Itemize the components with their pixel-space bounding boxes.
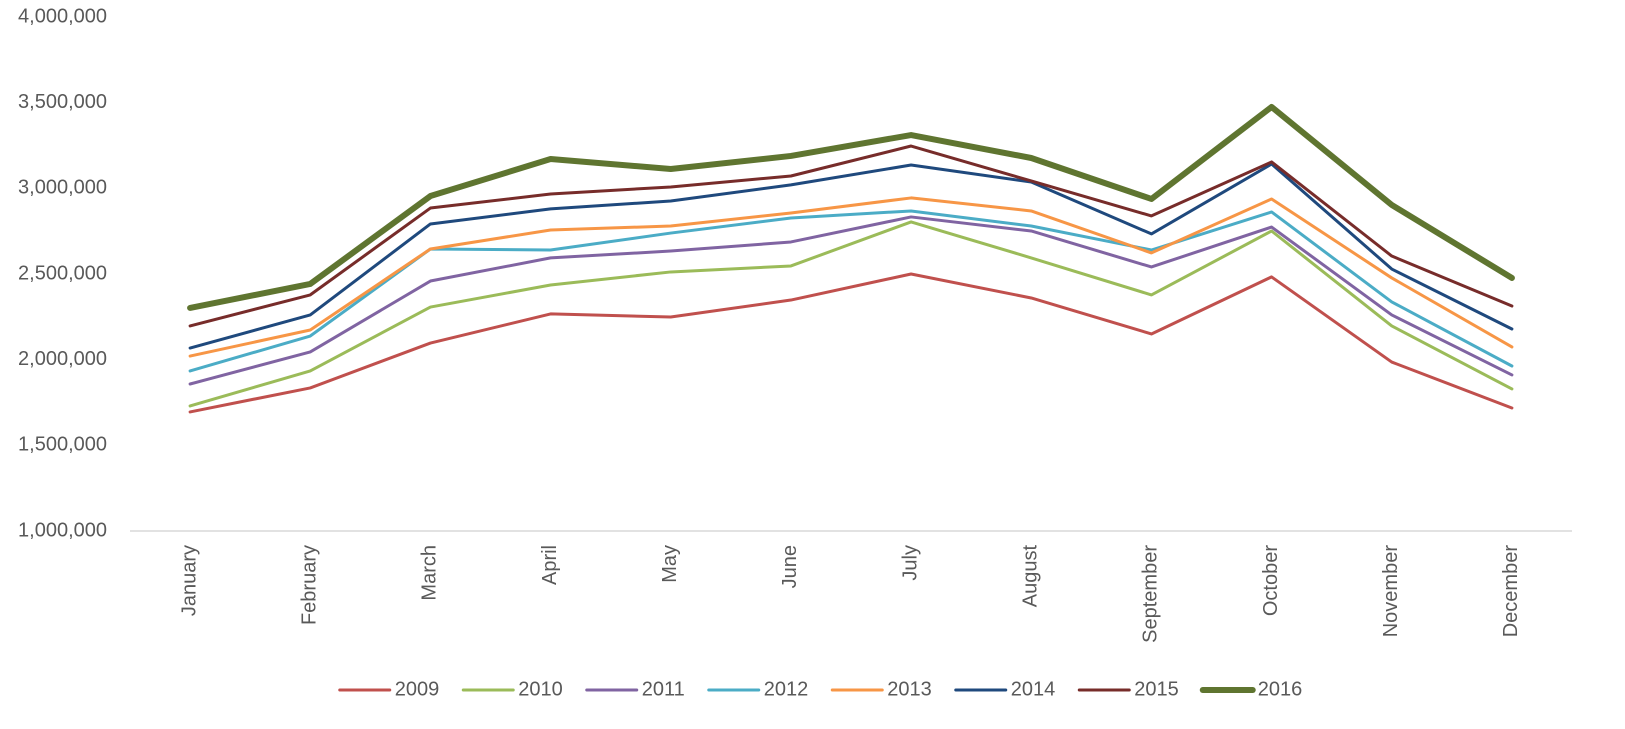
- legend-label: 2013: [887, 678, 932, 700]
- series-line: [188, 220, 1514, 408]
- x-tick-label: March: [419, 545, 441, 601]
- legend-label: 2009: [395, 678, 440, 700]
- x-tick-label: May: [659, 545, 681, 583]
- x-tick-label: June: [779, 545, 801, 588]
- y-tick-label: 1,000,000: [18, 519, 107, 541]
- legend-label: 2010: [518, 678, 563, 700]
- legend: 2009 2010 2011 2012 2013 2014 2015 2016: [338, 678, 1303, 700]
- series-line: [188, 162, 1514, 350]
- x-tick-label: July: [899, 545, 921, 581]
- y-tick-label: 3,500,000: [18, 91, 107, 113]
- x-tick-label: April: [539, 545, 561, 585]
- x-tick-label: August: [1020, 545, 1042, 608]
- y-tick-label: 2,000,000: [18, 348, 107, 370]
- x-tick-label: October: [1260, 545, 1282, 616]
- x-tick-label: December: [1500, 545, 1522, 638]
- series-line: [188, 196, 1514, 358]
- x-tick-label: January: [178, 545, 200, 616]
- y-tick-label: 2,500,000: [18, 262, 107, 284]
- legend-label: 2014: [1011, 678, 1056, 700]
- y-tick-label: 4,000,000: [18, 5, 107, 27]
- y-tick-label: 3,000,000: [18, 177, 107, 199]
- x-tick-label: September: [1140, 545, 1162, 643]
- legend-label: 2016: [1258, 678, 1303, 700]
- y-tick-label: 1,500,000: [18, 434, 107, 456]
- series-line: [188, 272, 1514, 414]
- series-line: [188, 209, 1514, 373]
- series-line: [187, 103, 1515, 311]
- x-tick-label: November: [1380, 545, 1402, 638]
- x-tick-label: February: [299, 545, 321, 625]
- series-line: [188, 215, 1514, 386]
- legend-label: 2011: [642, 678, 685, 700]
- legend-label: 2015: [1134, 678, 1179, 700]
- legend-label: 2012: [764, 678, 809, 700]
- series-line: [188, 144, 1514, 328]
